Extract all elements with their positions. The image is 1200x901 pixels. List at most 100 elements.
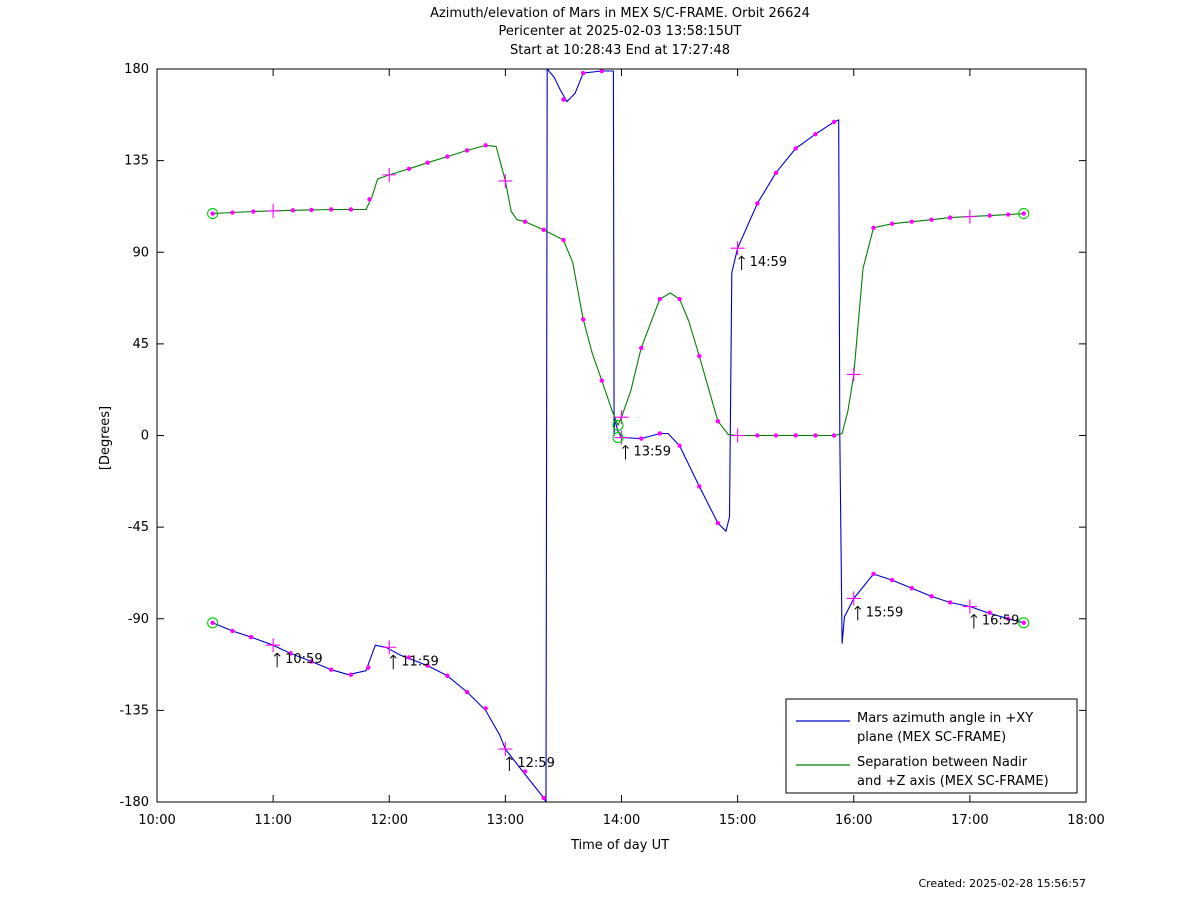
x-tick-label: 14:00 [603, 813, 640, 828]
sample-dot-marker [677, 443, 682, 448]
endpoint-circle-marker [612, 431, 624, 444]
endpoint-circle-marker [1018, 208, 1030, 220]
sample-dot-marker [541, 795, 546, 801]
legend-label-separation-line-1: Separation between Nadir [857, 755, 1028, 770]
x-tick-label: 15:00 [719, 813, 756, 828]
chart-title-line-1: Azimuth/elevation of Mars in MEX S/C-FRA… [430, 6, 810, 21]
hour-cross-marker [846, 591, 861, 606]
y-tick-label: 0 [141, 429, 149, 444]
series-layer [212, 68, 1024, 803]
sample-dot-marker [929, 594, 934, 599]
separation-series-line [212, 144, 1024, 437]
sample-dot-marker [599, 68, 604, 74]
sample-dot-marker [755, 201, 760, 206]
y-tick-label: -180 [119, 795, 149, 810]
hour-annotation-label: 10:59 [285, 652, 322, 667]
sample-dot-marker [715, 419, 721, 424]
sample-dot-marker [715, 520, 721, 526]
sample-dot-marker [871, 225, 876, 231]
hour-cross-marker [266, 638, 281, 653]
x-tick-label: 12:00 [371, 813, 408, 828]
hour-cross-marker [266, 203, 281, 218]
sample-dot-marker [483, 706, 488, 711]
hour-cross-marker [382, 167, 397, 182]
sample-dot-marker [871, 571, 876, 577]
hour-annotation-label: 14:59 [750, 255, 787, 270]
hour-cross-marker [498, 742, 513, 757]
hour-annotation-arrow [273, 652, 281, 668]
legend: Mars azimuth angle in +XY plane (MEX SC-… [785, 698, 1078, 794]
sample-dot-marker [793, 146, 798, 151]
azimuth-series-line [212, 68, 1024, 803]
hour-cross-marker [962, 599, 977, 614]
sample-dot-marker [445, 673, 450, 678]
endpoint-circle-marker [612, 419, 624, 431]
y-tick-label: 90 [132, 245, 149, 260]
sample-dot-marker [580, 317, 586, 322]
hour-cross-marker [730, 241, 745, 256]
y-axis-label: [Degrees] [98, 406, 113, 470]
sample-dot-marker [348, 207, 354, 212]
hour-annotation-arrow [622, 444, 629, 460]
endpoint-circle-marker [207, 617, 219, 629]
hour-annotation-label: 11:59 [401, 654, 438, 669]
sample-dot-marker [210, 620, 215, 626]
hour-annotation-arrow [389, 654, 397, 670]
sample-dot-marker [522, 219, 528, 224]
sample-dot-marker [230, 628, 235, 634]
marker-layer [207, 68, 1030, 801]
sample-dot-marker [561, 237, 566, 243]
sample-dot-marker [309, 659, 314, 664]
hour-annotation-arrow [970, 613, 978, 629]
axis-layer: 10:00 11:00 12:00 13:00 14:00 15:00 16:00 17:00… [119, 62, 1104, 828]
sample-dot-marker [639, 436, 644, 441]
sample-dot-marker [1021, 211, 1026, 216]
chart-title-line-2: Pericenter at 2025-02-03 13:58:15UT [498, 24, 742, 39]
sample-dot-marker [831, 433, 837, 438]
x-tick-label: 16:00 [835, 813, 872, 828]
y-tick-label: 180 [124, 62, 149, 77]
hour-annotation-arrow [738, 255, 745, 271]
sample-dot-marker [697, 484, 702, 489]
y-tick-label: -135 [119, 703, 149, 718]
hour-cross-marker [730, 428, 745, 443]
sample-dot-marker [813, 433, 818, 438]
sample-dot-marker [813, 131, 818, 137]
sample-dot-marker [328, 667, 334, 672]
sample-dot-marker [987, 213, 992, 218]
sample-dot-marker [248, 634, 254, 640]
hour-cross-marker [846, 367, 861, 382]
sample-dot-marker [464, 148, 470, 153]
x-tick-label: 13:00 [487, 813, 524, 828]
hour-cross-marker [962, 209, 977, 224]
sample-dot-marker [328, 207, 334, 212]
sample-dot-marker [1005, 616, 1011, 621]
x-tick-label: 17:00 [951, 813, 988, 828]
sample-dot-marker [947, 600, 953, 605]
endpoint-circle-marker [1018, 617, 1030, 629]
hour-cross-marker [382, 640, 397, 655]
sample-dot-marker [406, 655, 412, 660]
legend-label-azimuth-line-2: plane (MEX SC-FRAME) [857, 730, 1006, 745]
sample-dot-marker [889, 577, 895, 583]
y-tick-label: 135 [124, 154, 149, 169]
hour-cross-marker [614, 430, 629, 445]
sample-dot-marker [210, 211, 215, 216]
sample-dot-marker [889, 221, 895, 226]
sample-dot-marker [657, 431, 663, 436]
sample-dot-marker [755, 433, 760, 438]
sample-dot-marker [677, 296, 682, 302]
sample-dot-marker [639, 345, 644, 351]
sample-dot-marker [793, 433, 798, 438]
sample-dot-marker [288, 651, 293, 656]
sample-dot-marker [522, 769, 528, 774]
endpoint-circle-marker [207, 208, 219, 220]
sample-dot-marker [290, 208, 296, 213]
sample-dot-marker [464, 689, 470, 695]
hour-annotation-label: 16:59 [982, 614, 1019, 629]
sample-dot-marker [773, 170, 779, 176]
created-timestamp: Created: 2025-02-28 15:56:57 [918, 877, 1086, 890]
sample-dot-marker [406, 166, 412, 171]
sample-dot-marker [251, 209, 256, 214]
